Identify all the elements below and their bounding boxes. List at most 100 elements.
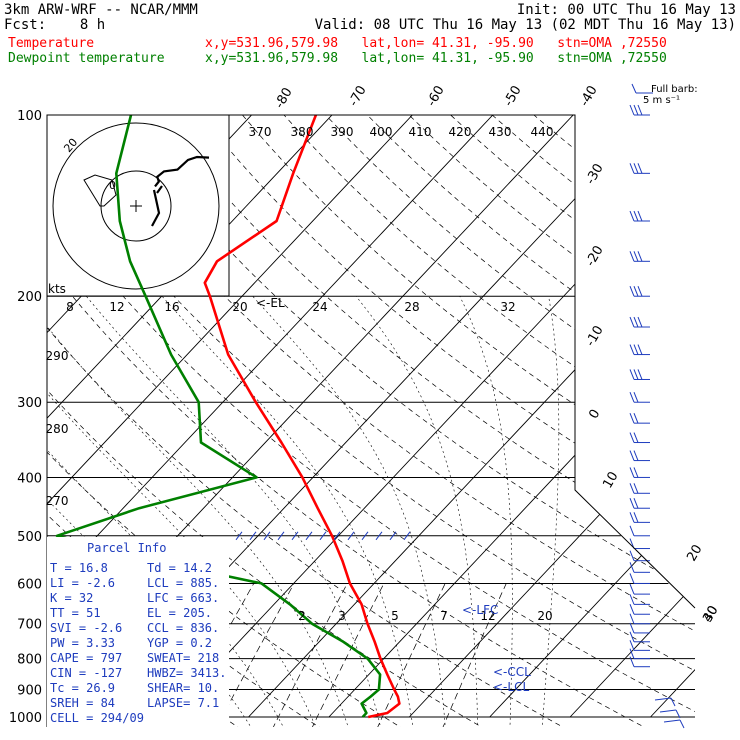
ccl-marker: <-CCL [493,665,531,679]
pressure-label-500: 500 [17,530,42,545]
hodo-units: kts [48,282,66,296]
isotherm [248,115,695,718]
parcel-row-right: LAPSE= 7.1 [147,696,219,710]
barb-key-value: 5 m s⁻¹ [643,95,680,106]
plot-border [47,114,696,609]
temperature-legend: Temperature [8,36,95,51]
dry-adiabat [47,115,487,727]
pressure-label-200: 200 [17,290,42,305]
parcel-row-right: CCL = 836. [147,621,219,635]
theta-label-420: 420 [449,125,472,139]
lifted-parcel-hash [333,531,341,541]
isotherm-label: 20 [684,542,705,564]
dry-adiabat [47,115,695,727]
dry-adiabat [450,115,695,727]
pressure-label-800: 800 [17,653,42,668]
theta-side-label: 290 [46,349,69,363]
wind-barb-low [659,709,677,713]
wind-barb-flag [633,483,639,494]
wind-barb-flag [629,550,635,561]
wind-barb-flag [629,622,635,634]
wind-barb-flag [637,369,643,380]
parcel-row-left: SVI = -2.6 [50,621,122,635]
moist-adiabat [47,296,350,727]
pressure-label-600: 600 [17,577,42,592]
moist-adiabat [355,296,478,727]
dry-adiabat [75,115,695,727]
wind-barb-flag [633,450,639,461]
wind-barb-flag [637,344,643,355]
lifted-parcel-hash [263,531,271,541]
model-title: 3km ARW-WRF -- NCAR/MMM [4,2,198,18]
hodo-loop [83,174,117,207]
isotherm-label: -10 [583,323,607,349]
lifted-parcel-hash [375,531,383,541]
parcel-row-right: Td = 14.2 [147,561,212,575]
isotherm [569,115,695,718]
lifted-parcel-hash [347,531,355,541]
dry-adiabat [283,115,695,727]
wind-barb-flag [637,104,643,116]
mixing-label-2: 2 [298,609,306,623]
isotherm [650,115,695,718]
pressure-label-300: 300 [17,396,42,411]
lifted-parcel-hash [305,531,313,541]
mixing-ratio-line [310,583,385,727]
dry-adiabat [242,115,695,727]
isotherm [328,115,695,718]
lifted-parcel-hash [291,531,299,541]
mixing-ratio-line [215,583,295,727]
parcel-row-left: CELL = 294/09 [50,711,144,725]
hodograph-inset: 200 [46,114,230,297]
wind-barb-flag [633,392,639,403]
isotherm-label: 10 [600,469,621,491]
wind-barb-flag [633,316,639,328]
lfc-marker: <-LFC [462,603,498,617]
lifted-parcel-hash [361,531,369,541]
wind-barb-low-flag [679,719,685,729]
wind-barb-flag [629,163,635,174]
pressure-label-400: 400 [17,471,42,486]
theta-label-400: 400 [370,125,393,139]
wind-barb-flag [629,498,635,509]
parcel-info-panel: Parcel Info T = 16.8 Td = 14.2 LI = -2.6 LC… [47,537,229,727]
theta-label-390: 390 [331,125,354,139]
wind-barb-flag [637,286,643,297]
wind-barb-flag [633,512,639,523]
moist-adiabat [541,296,560,727]
parcel-row-left: SREH = 84 [50,696,115,710]
wind-barb-flag [633,286,639,297]
dry-adiabat [325,115,695,727]
wind-barb-flag [633,467,639,478]
theta-label-370: 370 [249,125,272,139]
wind-barb-flag [637,316,643,328]
wind-barb-flag [633,344,639,355]
theta-label-430: 430 [489,125,512,139]
wind-barb-flag [633,412,639,424]
wind-barb-flag [633,163,639,174]
wind-barb-flag [629,316,635,328]
wind-barb-flag [629,369,635,380]
dry-adiabat [158,115,695,727]
wind-barb-flag [637,210,643,222]
hodo-trace [154,155,210,188]
parcel-row-left: TT = 51 [50,606,101,620]
hodo-trace-low [151,185,163,227]
mixing-ratio-line [376,583,446,727]
isotherm [489,115,695,718]
wind-barb-flag [629,392,635,403]
parcel-row-left: CIN = -127 [50,666,122,680]
pressure-label-700: 700 [17,618,42,633]
isotherm [0,115,10,717]
parcel-row-right: EL = 205. [147,606,212,620]
isotherm-label: -70 [346,83,370,109]
wind-barb-flag [629,583,635,595]
isotherm [47,115,494,718]
lifted-parcel-hash [319,531,327,541]
moist-adiabat [459,296,513,727]
wind-barb-flag [629,525,635,536]
isotherm-label: 30 [700,603,721,625]
lifted-parcel-hash [389,531,397,541]
wind-barb-flag [629,286,635,297]
mixing-label-5: 5 [391,609,399,623]
